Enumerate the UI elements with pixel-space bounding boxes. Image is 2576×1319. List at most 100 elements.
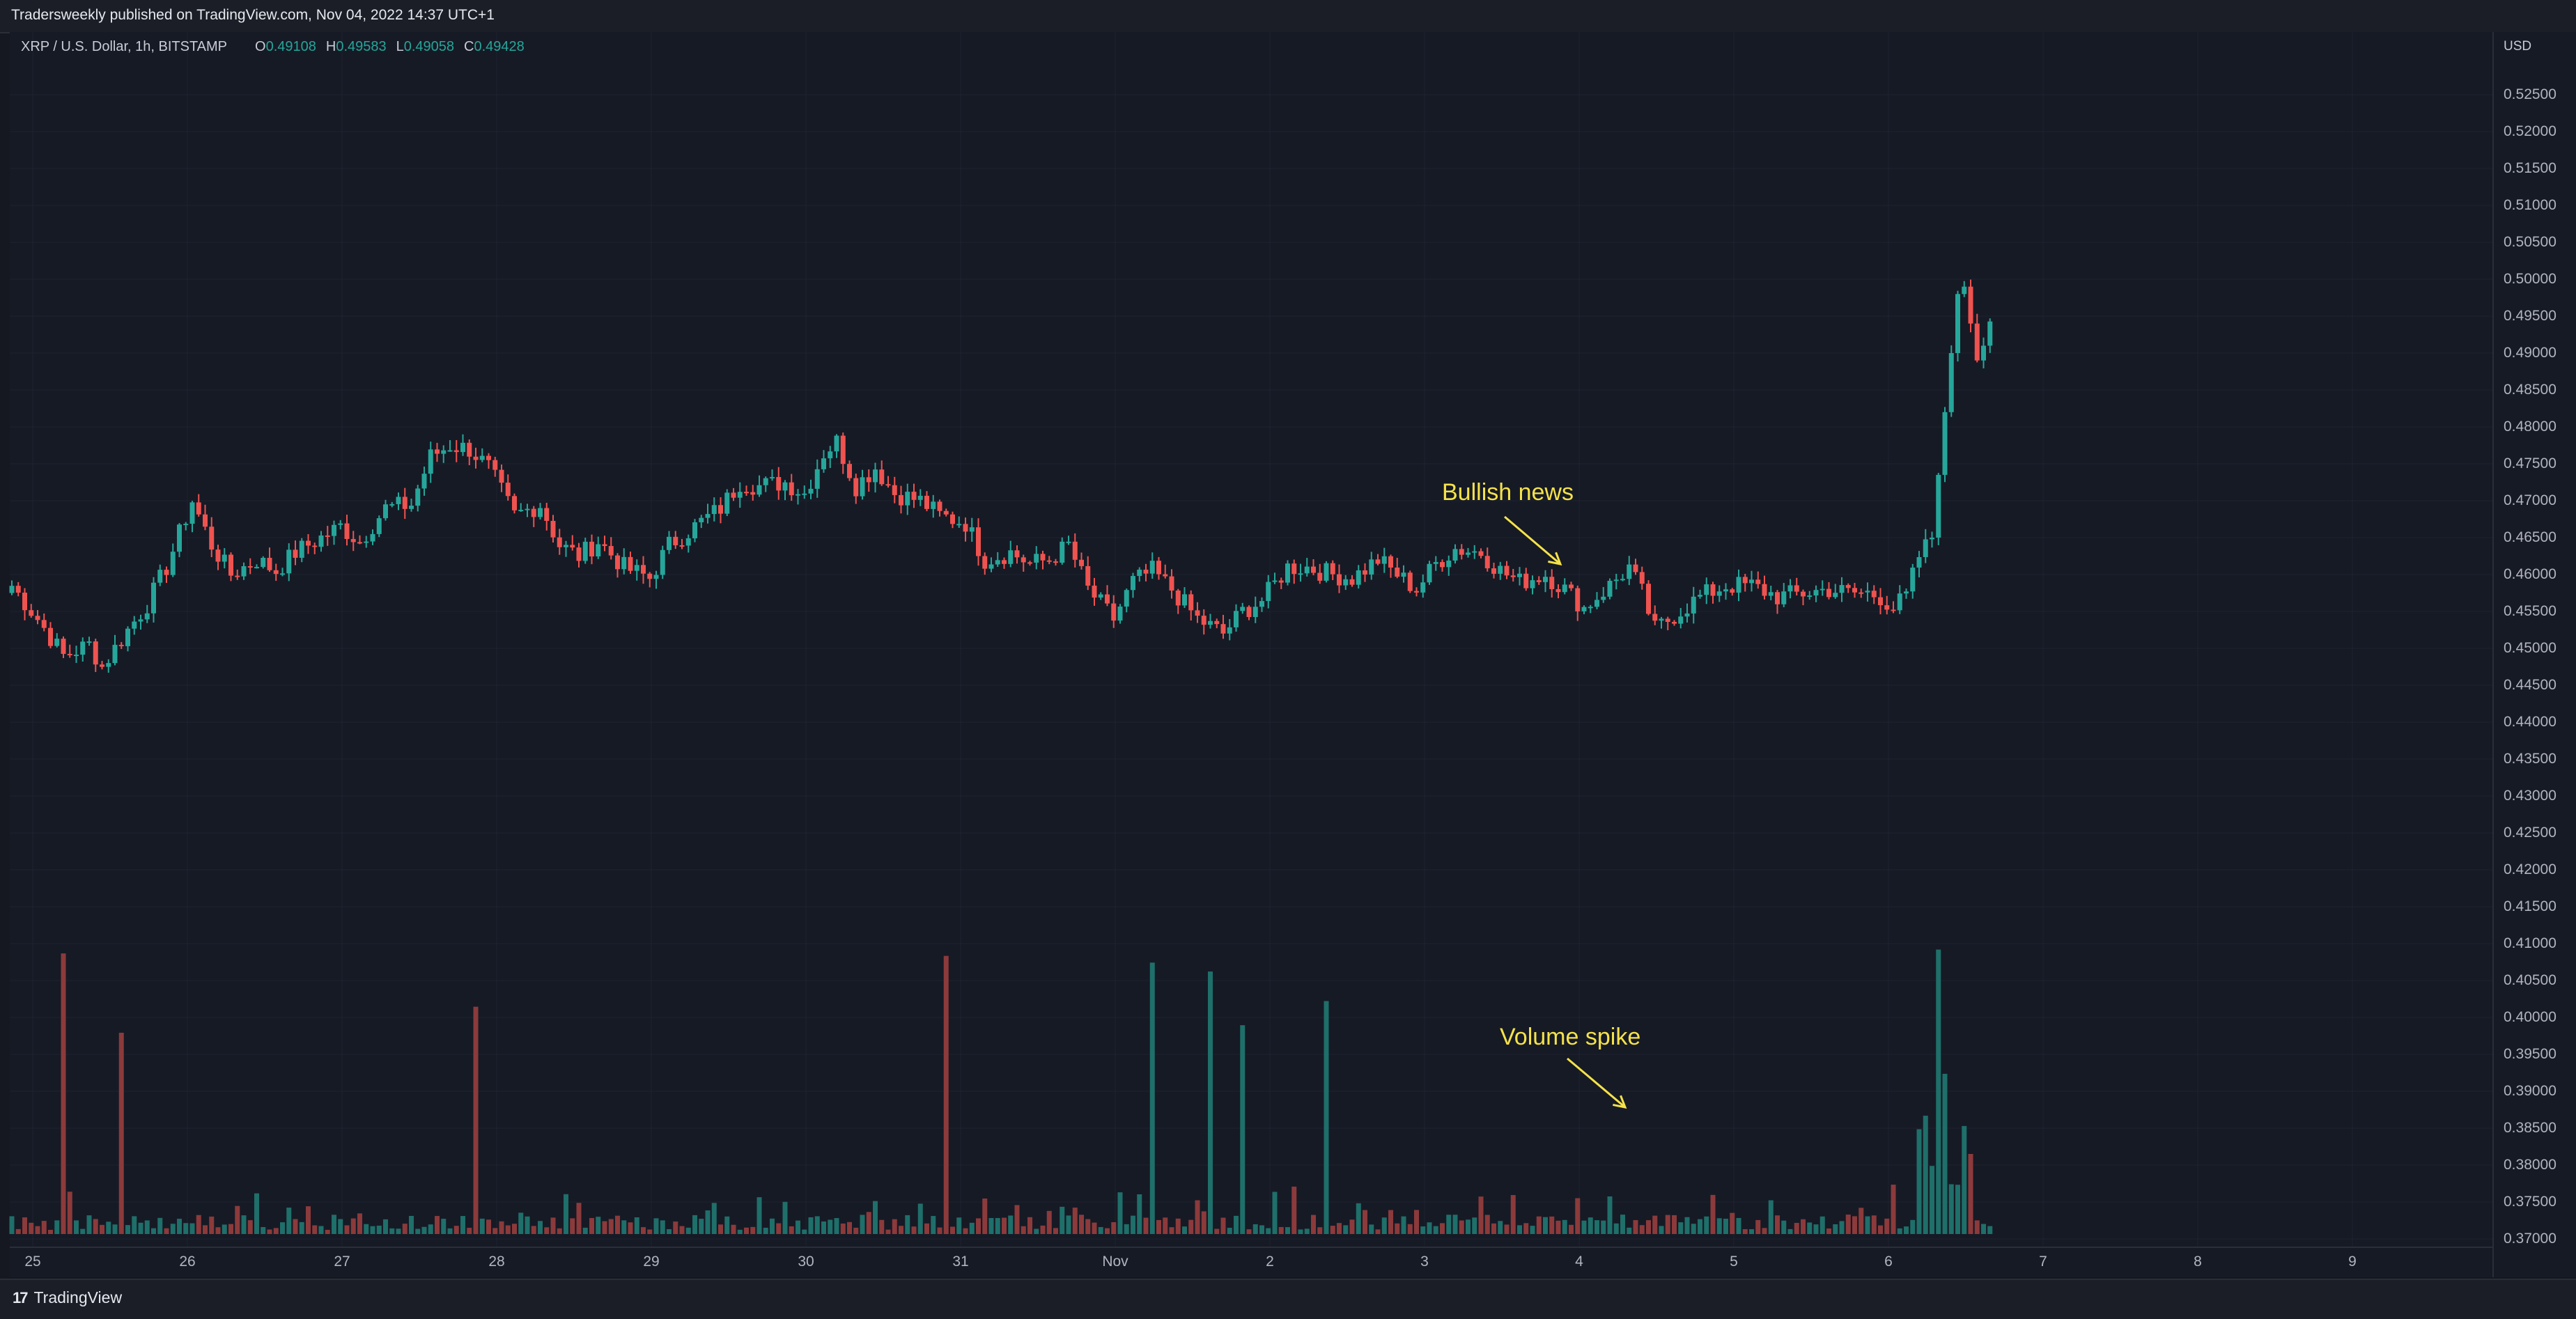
volume-bar: [22, 1217, 27, 1234]
volume-bar: [1904, 1226, 1909, 1234]
candle-body: [29, 610, 34, 616]
candle-body: [1684, 613, 1690, 617]
y-tick-label: 0.48500: [2504, 382, 2556, 398]
candle-body: [770, 476, 775, 478]
volume-bar: [1787, 1228, 1793, 1234]
tradingview-brand[interactable]: 17 TradingView: [13, 1288, 122, 1307]
candle-body: [100, 664, 104, 667]
candle-body: [885, 484, 891, 486]
volume-bar: [937, 1227, 942, 1234]
volume-bar: [1839, 1221, 1845, 1234]
volume-bar: [1601, 1220, 1606, 1234]
volume-bar: [486, 1219, 491, 1234]
volume-bar: [132, 1216, 137, 1234]
y-tick-label: 0.41000: [2504, 935, 2556, 951]
volume-bar: [350, 1218, 356, 1234]
volume-bar: [602, 1221, 607, 1234]
y-tick-label: 0.48000: [2504, 419, 2556, 435]
x-tick-label: 28: [488, 1254, 505, 1270]
candle-body: [435, 449, 440, 454]
volume-bar: [344, 1225, 350, 1234]
candle-body: [1987, 321, 1993, 346]
volume-bar: [924, 1223, 929, 1234]
candle-body: [544, 508, 550, 521]
candle-body: [35, 616, 40, 621]
volume-bar: [1930, 1166, 1934, 1234]
volume-bar: [1156, 1219, 1161, 1234]
volume-bar: [286, 1208, 292, 1234]
volume-bar: [1652, 1215, 1658, 1234]
volume-bar: [1214, 1228, 1220, 1234]
x-tick-label: 3: [1420, 1254, 1429, 1270]
volume-bar: [1034, 1228, 1039, 1234]
candle-body: [1839, 585, 1845, 593]
candle-body: [796, 494, 800, 496]
volume-bar: [1356, 1203, 1361, 1234]
volume-bar: [892, 1219, 897, 1234]
candle-body: [1575, 588, 1581, 611]
volume-bar: [15, 1228, 21, 1234]
volume-bar: [1968, 1153, 1973, 1234]
volume-bar: [756, 1197, 762, 1234]
volume-bar: [1053, 1228, 1058, 1234]
volume-bar: [106, 1222, 111, 1234]
price-axis[interactable]: [2494, 32, 2576, 1277]
volume-bar: [1304, 1228, 1310, 1234]
volume-bar: [1182, 1226, 1187, 1234]
volume-bar: [280, 1222, 285, 1234]
volume-bar: [685, 1227, 691, 1234]
volume-bar: [9, 1216, 15, 1234]
candle-body: [1698, 595, 1702, 597]
volume-bar: [1234, 1215, 1239, 1234]
candle-body: [679, 545, 685, 547]
candle-body: [222, 554, 227, 562]
candle-body: [1440, 562, 1445, 568]
volume-bar: [834, 1218, 839, 1234]
volume-bar: [988, 1217, 994, 1234]
candle-body: [1220, 624, 1226, 634]
y-tick-label: 0.46500: [2504, 529, 2556, 545]
candle-body: [1942, 412, 1948, 475]
candle-body: [647, 573, 653, 579]
volume-bar: [628, 1222, 633, 1234]
volume-bar: [660, 1220, 665, 1234]
volume-bar: [1627, 1227, 1632, 1234]
volume-bar: [1278, 1226, 1284, 1234]
candle-body: [1131, 576, 1135, 591]
volume-bar: [1620, 1215, 1625, 1234]
volume-bar: [899, 1226, 903, 1234]
volume-bar: [1427, 1222, 1432, 1234]
y-tick-label: 0.42000: [2504, 861, 2556, 877]
candle-body: [1472, 551, 1477, 553]
candle-body: [756, 485, 762, 495]
volume-bar: [1478, 1196, 1484, 1234]
candle-body: [1787, 585, 1793, 592]
volume-bar: [505, 1225, 511, 1234]
volume-bar: [1955, 1185, 1960, 1234]
chart-pane[interactable]: [10, 32, 2494, 1277]
volume-arrow: [1567, 1057, 1626, 1109]
candle-body: [293, 549, 298, 558]
time-axis[interactable]: [10, 1247, 2492, 1279]
x-tick-label: 6: [1884, 1254, 1893, 1270]
y-tick-label: 0.50500: [2504, 234, 2556, 250]
volume-bar: [1691, 1224, 1696, 1234]
candle-body: [61, 639, 66, 654]
candle-body: [518, 510, 524, 512]
candle-body: [873, 469, 878, 483]
candle-body: [209, 526, 215, 550]
candle-body: [1543, 577, 1548, 582]
candle-body: [1446, 560, 1452, 568]
volume-bar: [1948, 1184, 1954, 1234]
candle-body: [718, 505, 723, 514]
candle-body: [621, 556, 627, 570]
volume-bar: [1349, 1219, 1355, 1234]
candle-body: [1897, 593, 1902, 611]
candle-body: [1813, 590, 1819, 596]
volume-bar: [1852, 1216, 1857, 1234]
volume-bar: [1781, 1220, 1787, 1234]
candle-body: [1124, 590, 1129, 607]
volume-bar: [667, 1228, 672, 1234]
volume-bar: [931, 1216, 936, 1234]
